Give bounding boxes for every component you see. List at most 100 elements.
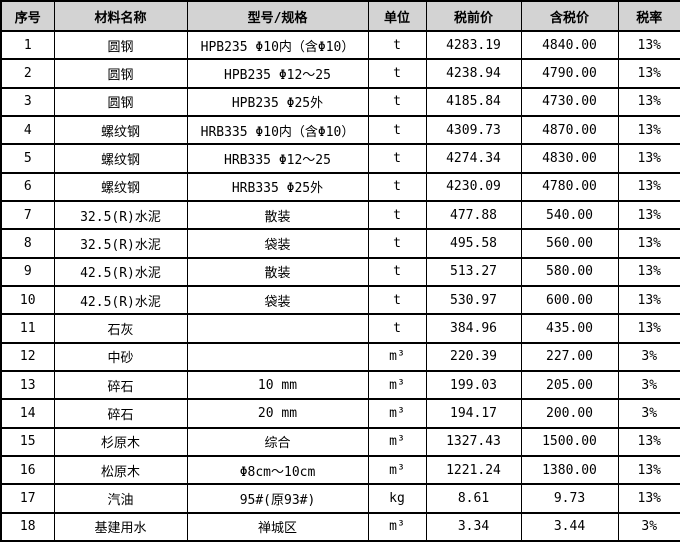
tax-included-price-cell: 4840.00 xyxy=(520,29,619,61)
material-name-cell: 碎石 xyxy=(53,398,188,429)
row-number-cell: 14 xyxy=(0,398,55,429)
material-name-cell: 螺纹钢 xyxy=(53,114,188,146)
pretax-price-cell: 4283.19 xyxy=(425,29,522,61)
row-number-cell: 9 xyxy=(0,256,55,287)
tax-rate-cell: 3% xyxy=(617,398,680,429)
table-row: 11 石灰 t 384.96 435.00 13% xyxy=(0,313,680,344)
material-name-cell: 碎石 xyxy=(53,369,188,401)
unit-cell: t xyxy=(367,313,427,344)
unit-cell: t xyxy=(367,228,427,259)
row-number-cell: 15 xyxy=(0,426,55,457)
row-number-cell: 17 xyxy=(0,483,55,514)
material-name-cell: 42.5(R)水泥 xyxy=(53,256,188,287)
pretax-price-cell: 4238.94 xyxy=(425,58,522,89)
tax-included-price-cell: 4830.00 xyxy=(520,143,619,174)
material-name-cell: 圆钢 xyxy=(53,58,188,89)
row-number-cell: 1 xyxy=(0,29,55,61)
table-body: 1 圆钢 HPB235 Φ10内（含Φ10） t 4283.19 4840.00 13% 2 圆… xyxy=(0,29,680,542)
material-name-cell: 圆钢 xyxy=(53,29,188,61)
unit-cell: t xyxy=(367,58,427,89)
model-spec-cell: 10 mm xyxy=(186,369,369,401)
row-number-cell: 7 xyxy=(0,199,55,231)
tax-rate-cell: 13% xyxy=(617,171,680,202)
pretax-price-cell: 1221.24 xyxy=(425,454,522,486)
table-row: 4 螺纹钢 HRB335 Φ10内（含Φ10） t 4309.73 4870.00 13% xyxy=(0,114,680,146)
table-row: 14 碎石 20 mm m³ 194.17 200.00 3% xyxy=(0,398,680,429)
material-name-cell: 圆钢 xyxy=(53,86,188,117)
pretax-price-cell: 495.58 xyxy=(425,228,522,259)
row-number-cell: 11 xyxy=(0,313,55,344)
pretax-price-cell: 4274.34 xyxy=(425,143,522,174)
row-number-cell: 10 xyxy=(0,284,55,316)
material-name-cell: 螺纹钢 xyxy=(53,143,188,174)
model-spec-cell: HPB235 Φ12～25 xyxy=(186,58,369,89)
model-spec-cell: 综合 xyxy=(186,426,369,457)
row-number-cell: 13 xyxy=(0,369,55,401)
tax-included-price-cell: 9.73 xyxy=(520,483,619,514)
table-row: 15 杉原木 综合 m³ 1327.43 1500.00 13% xyxy=(0,426,680,457)
row-number-cell: 16 xyxy=(0,454,55,486)
table-row: 12 中砂 m³ 220.39 227.00 3% xyxy=(0,341,680,372)
unit-cell: t xyxy=(367,114,427,146)
header-pretax-price: 税前价 xyxy=(425,0,522,32)
tax-rate-cell: 13% xyxy=(617,228,680,259)
header-row-number: 序号 xyxy=(0,0,55,32)
table-row: 2 圆钢 HPB235 Φ12～25 t 4238.94 4790.00 13% xyxy=(0,58,680,89)
table-header: 序号 材料名称 型号/规格 单位 税前价 含税价 税率 xyxy=(0,0,680,32)
model-spec-cell: HRB335 Φ12～25 xyxy=(186,143,369,174)
header-tax-rate: 税率 xyxy=(617,0,680,32)
unit-cell: t xyxy=(367,171,427,202)
tax-included-price-cell: 4870.00 xyxy=(520,114,619,146)
model-spec-cell xyxy=(186,341,369,372)
pretax-price-cell: 384.96 xyxy=(425,313,522,344)
material-name-cell: 32.5(R)水泥 xyxy=(53,228,188,259)
tax-included-price-cell: 1380.00 xyxy=(520,454,619,486)
tax-rate-cell: 13% xyxy=(617,114,680,146)
tax-rate-cell: 3% xyxy=(617,511,680,542)
row-number-cell: 8 xyxy=(0,228,55,259)
tax-included-price-cell: 4790.00 xyxy=(520,58,619,89)
header-tax-included-price: 含税价 xyxy=(520,0,619,32)
tax-included-price-cell: 205.00 xyxy=(520,369,619,401)
tax-rate-cell: 3% xyxy=(617,369,680,401)
unit-cell: m³ xyxy=(367,341,427,372)
tax-rate-cell: 13% xyxy=(617,86,680,117)
table-row: 17 汽油 95#(原93#) kg 8.61 9.73 13% xyxy=(0,483,680,514)
unit-cell: t xyxy=(367,143,427,174)
unit-cell: t xyxy=(367,86,427,117)
model-spec-cell: 95#(原93#) xyxy=(186,483,369,514)
unit-cell: m³ xyxy=(367,426,427,457)
row-number-cell: 5 xyxy=(0,143,55,174)
tax-included-price-cell: 435.00 xyxy=(520,313,619,344)
tax-rate-cell: 13% xyxy=(617,483,680,514)
row-number-cell: 18 xyxy=(0,511,55,542)
pretax-price-cell: 4230.09 xyxy=(425,171,522,202)
table-row: 13 碎石 10 mm m³ 199.03 205.00 3% xyxy=(0,369,680,401)
tax-rate-cell: 13% xyxy=(617,426,680,457)
unit-cell: t xyxy=(367,284,427,316)
tax-rate-cell: 13% xyxy=(617,143,680,174)
model-spec-cell: 散装 xyxy=(186,199,369,231)
table-row: 16 松原木 Φ8cm～10cm m³ 1221.24 1380.00 13% xyxy=(0,454,680,486)
tax-rate-cell: 13% xyxy=(617,29,680,61)
pretax-price-cell: 3.34 xyxy=(425,511,522,542)
model-spec-cell xyxy=(186,313,369,344)
material-name-cell: 中砂 xyxy=(53,341,188,372)
unit-cell: m³ xyxy=(367,398,427,429)
unit-cell: t xyxy=(367,29,427,61)
model-spec-cell: 20 mm xyxy=(186,398,369,429)
tax-included-price-cell: 4730.00 xyxy=(520,86,619,117)
pretax-price-cell: 199.03 xyxy=(425,369,522,401)
material-name-cell: 螺纹钢 xyxy=(53,171,188,202)
material-name-cell: 基建用水 xyxy=(53,511,188,542)
tax-rate-cell: 13% xyxy=(617,454,680,486)
tax-rate-cell: 13% xyxy=(617,313,680,344)
table-row: 5 螺纹钢 HRB335 Φ12～25 t 4274.34 4830.00 13% xyxy=(0,143,680,174)
unit-cell: kg xyxy=(367,483,427,514)
row-number-cell: 6 xyxy=(0,171,55,202)
tax-rate-cell: 13% xyxy=(617,256,680,287)
table-row: 3 圆钢 HPB235 Φ25外 t 4185.84 4730.00 13% xyxy=(0,86,680,117)
tax-rate-cell: 13% xyxy=(617,284,680,316)
tax-included-price-cell: 1500.00 xyxy=(520,426,619,457)
